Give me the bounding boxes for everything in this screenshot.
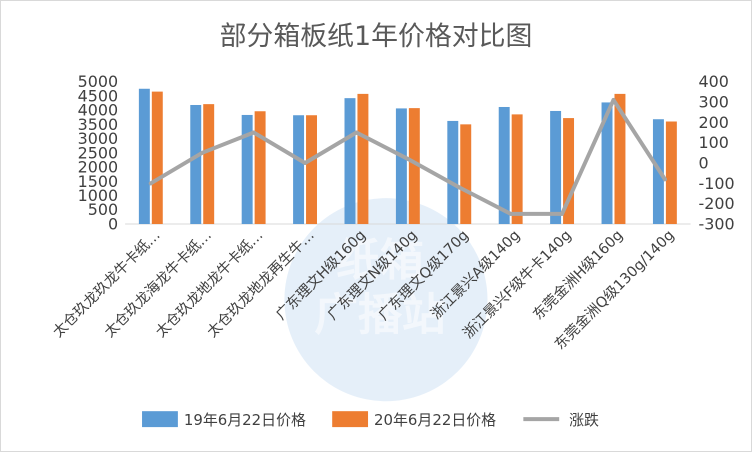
bar-2020 bbox=[151, 91, 163, 225]
left-axis-tick-label: 1500 bbox=[78, 172, 118, 191]
left-axis-tick-label: 2500 bbox=[78, 143, 118, 162]
change-point bbox=[508, 211, 513, 216]
watermark-line1: 纸箱 bbox=[336, 235, 424, 286]
bar-2019 bbox=[447, 120, 459, 225]
legend-label-change: 涨跌 bbox=[569, 411, 599, 429]
change-point bbox=[405, 156, 410, 161]
bar-2020 bbox=[563, 118, 575, 225]
watermark: 纸箱 广播站 bbox=[284, 198, 488, 402]
left-axis-tick-label: 0 bbox=[108, 214, 118, 233]
change-point bbox=[662, 177, 667, 182]
bar-2020 bbox=[511, 114, 523, 225]
left-axis-tick-label: 2000 bbox=[78, 158, 118, 177]
change-point bbox=[354, 130, 359, 135]
bar-2020 bbox=[665, 121, 677, 225]
right-axis-tick-label: -200 bbox=[699, 194, 735, 213]
bar-2019 bbox=[550, 110, 562, 225]
bar-2019 bbox=[601, 102, 613, 225]
chart-title: 部分箱板纸1年价格对比图 bbox=[220, 21, 533, 52]
left-axis-tick-label: 500 bbox=[88, 200, 118, 219]
bar-2020 bbox=[254, 111, 266, 225]
bar-2020 bbox=[460, 124, 472, 225]
watermark-line2: 广播站 bbox=[314, 290, 445, 341]
left-axis-tick-label: 3500 bbox=[78, 115, 118, 134]
change-point bbox=[611, 97, 616, 102]
watermark-circle bbox=[284, 198, 488, 402]
bar-2020 bbox=[614, 93, 626, 225]
change-point bbox=[457, 185, 462, 190]
legend-label-2020: 20年6月22日价格 bbox=[374, 411, 496, 429]
bar-2020 bbox=[306, 115, 317, 225]
bars bbox=[138, 88, 677, 225]
line-series bbox=[148, 97, 667, 216]
bar-2019 bbox=[241, 114, 253, 225]
category-label: 东莞金洲H级160g bbox=[530, 227, 627, 324]
right-axis-tick-label: 400 bbox=[699, 72, 729, 91]
change-point bbox=[251, 130, 256, 135]
left-axis-tick-label: 4000 bbox=[78, 101, 118, 120]
left-axis-tick-label: 3000 bbox=[78, 129, 118, 148]
change-line bbox=[148, 97, 667, 216]
change-point bbox=[560, 211, 565, 216]
right-axis-tick-label: 100 bbox=[699, 133, 729, 152]
legend-swatch-2020 bbox=[332, 411, 369, 428]
right-axis-tick-label: 0 bbox=[699, 153, 709, 172]
bar-2020 bbox=[203, 104, 215, 225]
right-axis-tick-label: -300 bbox=[699, 214, 735, 233]
bar-2020 bbox=[357, 93, 369, 225]
right-axis-tick-label: 300 bbox=[699, 92, 729, 111]
left-axis-tick-label: 4500 bbox=[78, 86, 118, 105]
bar-2020 bbox=[408, 108, 420, 225]
right-axis-tick-label: 200 bbox=[699, 113, 729, 132]
left-axis-tick-label: 5000 bbox=[78, 72, 118, 91]
change-point bbox=[148, 181, 153, 186]
bar-2019 bbox=[395, 108, 407, 225]
right-axis-tick-label: -100 bbox=[699, 174, 735, 193]
bar-2019 bbox=[190, 104, 202, 225]
legend-label-2019: 19年6月22日价格 bbox=[184, 411, 306, 429]
left-axis-tick-label: 1000 bbox=[78, 186, 118, 205]
legend: 19年6月22日价格 20年6月22日价格 涨跌 bbox=[142, 411, 599, 429]
bar-2019 bbox=[344, 98, 356, 225]
change-point bbox=[303, 161, 308, 165]
bar-2019 bbox=[138, 88, 150, 225]
legend-swatch-2019 bbox=[142, 411, 178, 428]
bar-2019 bbox=[498, 106, 510, 225]
change-point bbox=[200, 150, 205, 155]
bar-2019 bbox=[293, 115, 305, 225]
